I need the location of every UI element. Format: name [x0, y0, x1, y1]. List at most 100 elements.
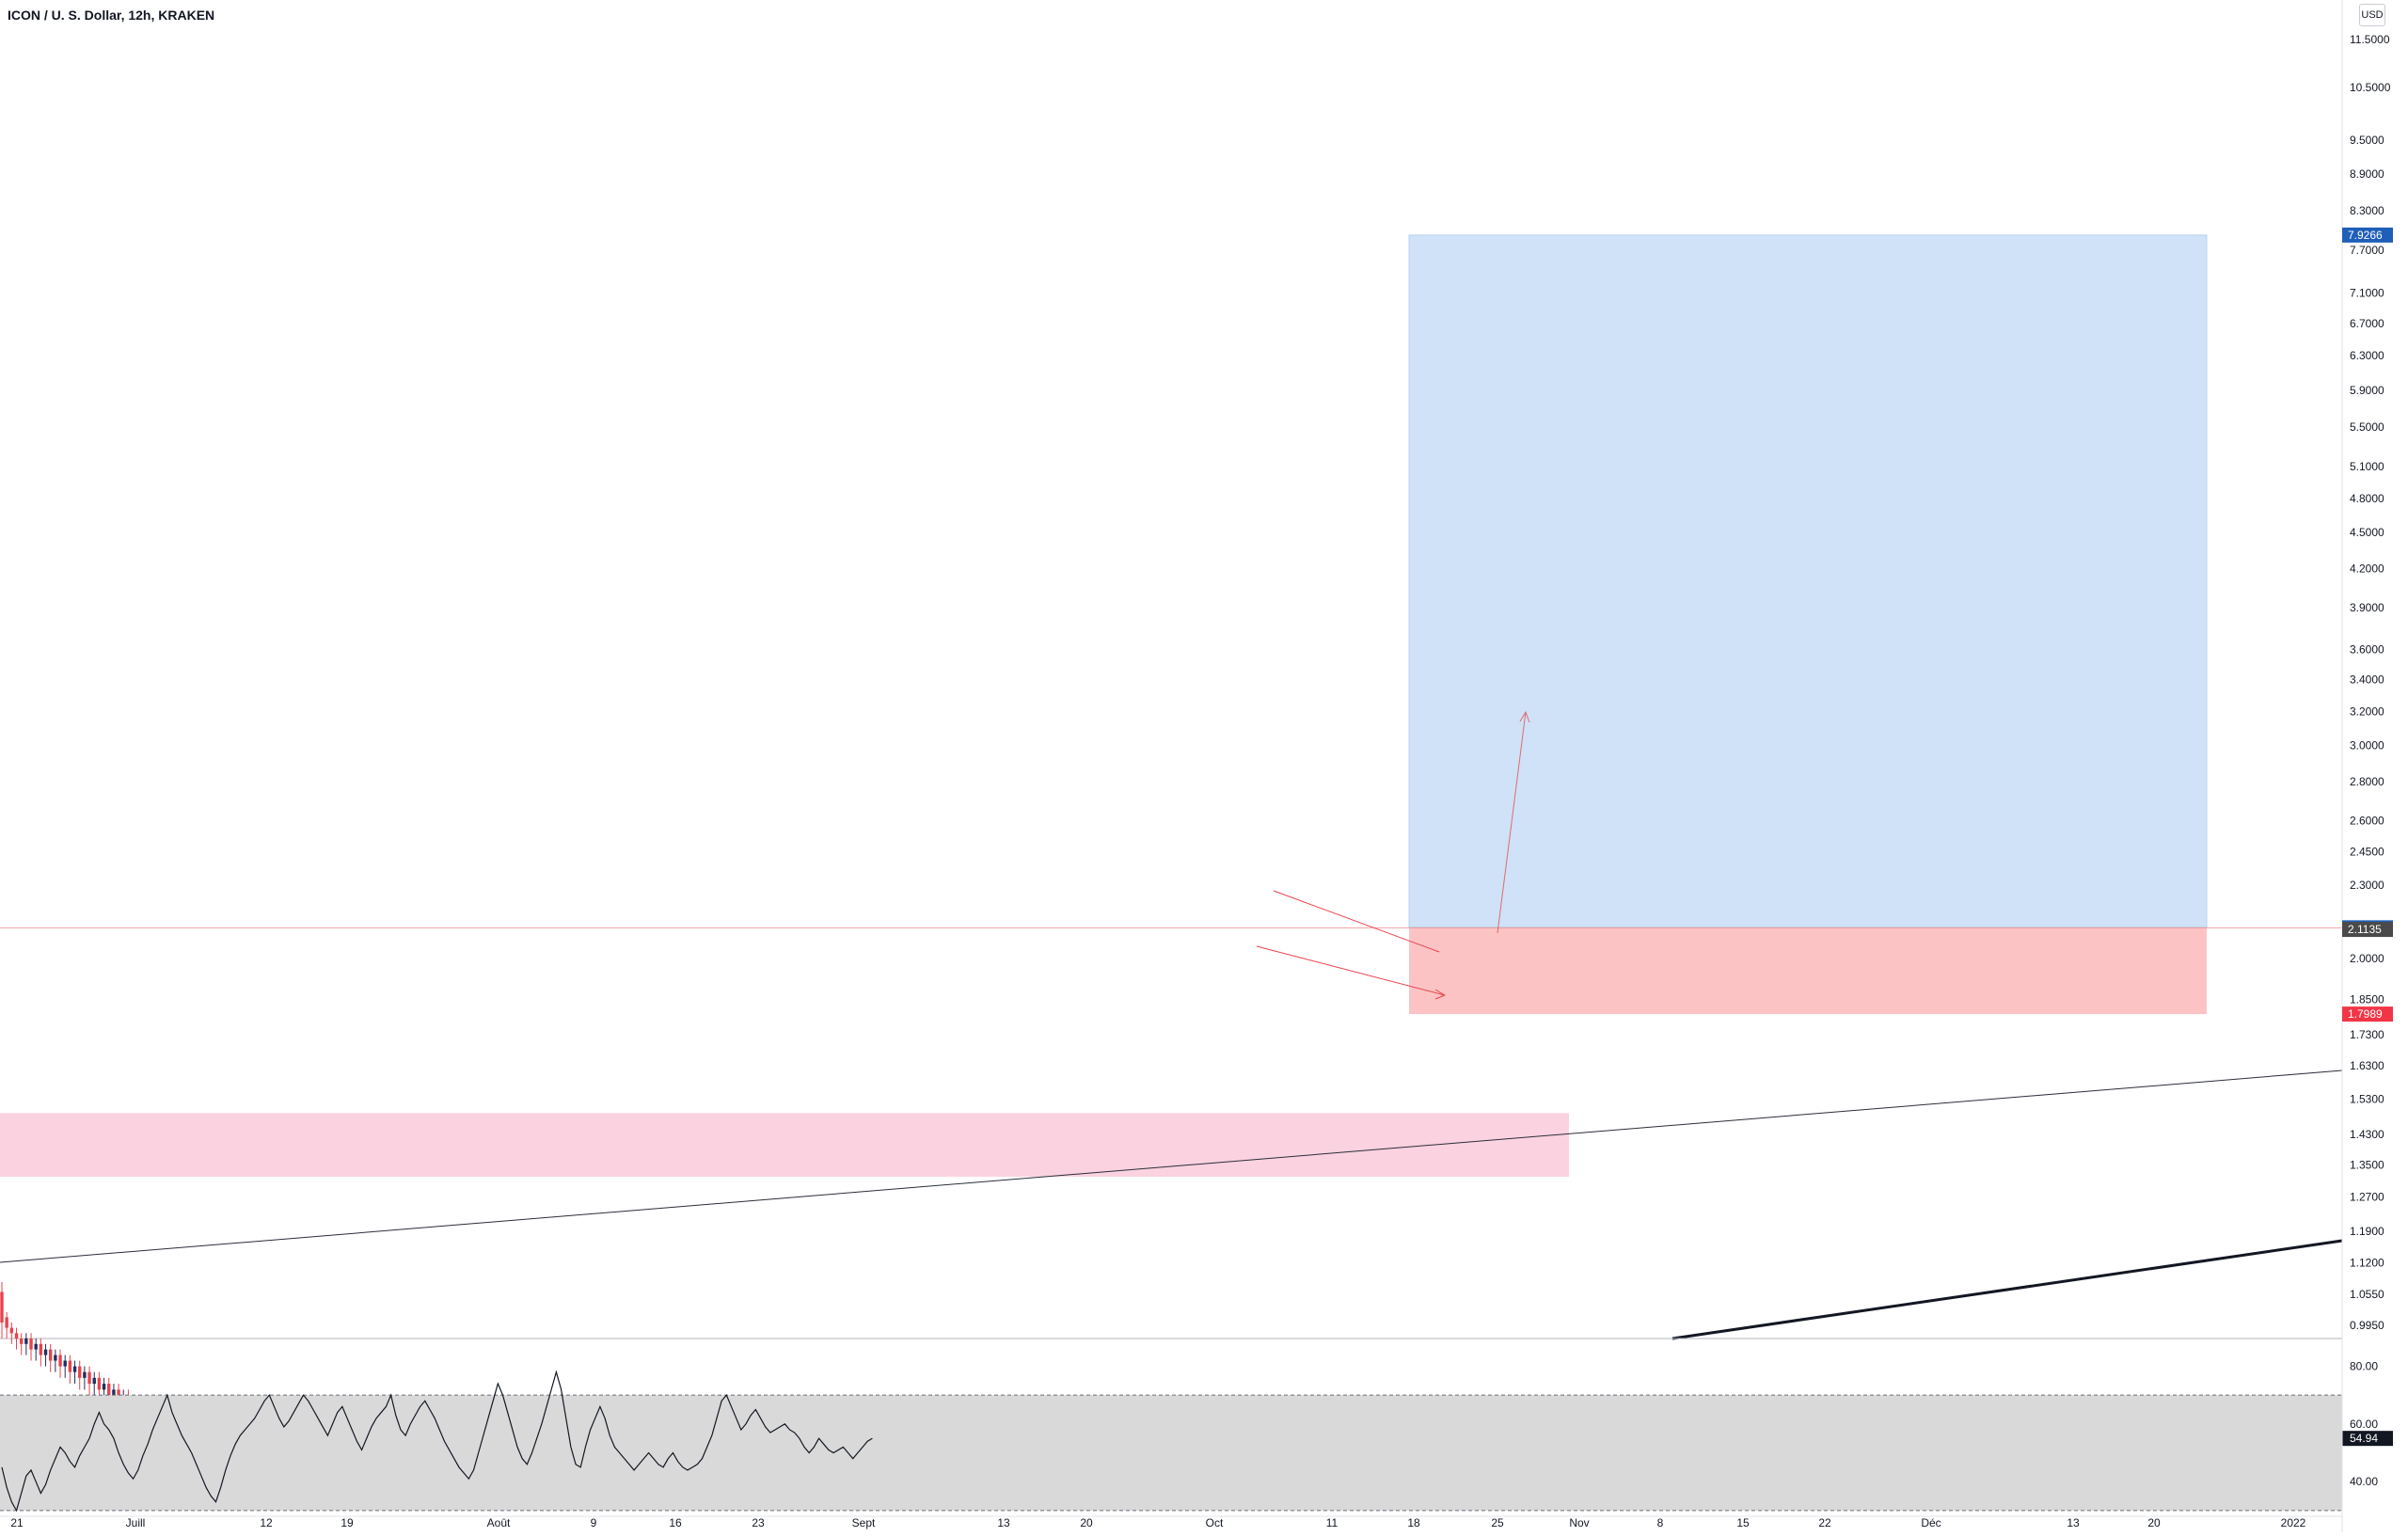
price-tick-label: 6.3000: [2350, 349, 2384, 362]
price-tick-label: 1.8500: [2350, 992, 2384, 1006]
price-tick-label: 2.8000: [2350, 775, 2384, 788]
price-tick-label: 3.0000: [2350, 738, 2384, 752]
price-tick-label: 10.5000: [2350, 81, 2391, 94]
price-tick-label: 1.7300: [2350, 1028, 2384, 1041]
candle-body: [68, 1360, 72, 1372]
price-tick-label: 5.1000: [2350, 460, 2384, 473]
rsi-line: [1, 1370, 873, 1513]
time-tick-label: 25: [1491, 1516, 1504, 1529]
time-tick-label: Juill: [126, 1516, 146, 1529]
price-tick-label: 1.4300: [2350, 1128, 2384, 1141]
price-tick-label: 1.1900: [2350, 1225, 2384, 1238]
symbol-title: ICON / U. S. Dollar, 12h, KRAKEN: [8, 8, 215, 23]
candle-body: [83, 1371, 87, 1378]
time-tick-label: 8: [1657, 1516, 1664, 1529]
price-tick-label: 2.0000: [2350, 952, 2384, 965]
target-price-tag-bg: [2342, 227, 2393, 243]
projection-arrow: [1497, 711, 1527, 934]
price-tick-label: 3.4000: [2350, 673, 2384, 687]
price-tick-label: 1.1200: [2350, 1257, 2384, 1270]
stop-zone: [1409, 927, 2207, 1015]
time-tick-label: 21: [10, 1516, 24, 1529]
time-tick-label: 13: [2067, 1516, 2080, 1529]
time-tick-label: Déc: [1921, 1516, 1941, 1529]
candle-body: [58, 1355, 62, 1367]
rsi-tick-label: 40.00: [2350, 1475, 2378, 1488]
time-tick-label: 22: [1818, 1516, 1831, 1529]
candle-body: [43, 1349, 48, 1355]
candle-body: [63, 1360, 67, 1367]
price-axis[interactable]: 11.5000 10.5000 9.5000 8.9000 8.3000 7.7000 7.…: [2341, 0, 2391, 1532]
price-tick-label: 1.2700: [2350, 1191, 2384, 1204]
time-tick-label: 18: [1407, 1516, 1420, 1529]
channel-bottom: [1256, 945, 1446, 996]
trendline-lower: [1671, 1239, 2343, 1340]
candle-body: [39, 1343, 43, 1355]
price-tick-label: 1.0550: [2350, 1288, 2384, 1301]
currency-button[interactable]: USD: [2359, 4, 2385, 26]
stop-price-tag-bg: [2342, 1006, 2393, 1022]
price-tick-label: 6.7000: [2350, 317, 2384, 330]
price-tick-label: 3.9000: [2350, 601, 2384, 614]
rsi-tick-label: 60.00: [2350, 1418, 2378, 1431]
price-tick-label: 9.5000: [2350, 134, 2384, 147]
current-price-tag-bg: [2342, 922, 2393, 938]
time-tick-label: Oct: [1206, 1516, 1224, 1529]
time-tick-label: 20: [2147, 1516, 2161, 1529]
time-tick-label: 16: [669, 1516, 682, 1529]
candle-body: [92, 1377, 96, 1385]
candle-body: [29, 1339, 33, 1350]
time-axis[interactable]: 21 Juill 12 19 Août 9 16 23 Sept 13 20 Oct 11 18 25 Nov…: [0, 1515, 2342, 1529]
candle-body: [87, 1371, 91, 1385]
time-tick-label: 23: [752, 1516, 765, 1529]
candle-body: [54, 1355, 57, 1361]
time-tick-label: Sept: [852, 1516, 876, 1529]
price-tick-label: 11.5000: [2350, 33, 2390, 46]
candle-body: [19, 1339, 24, 1344]
projection-arrow-head: [1519, 710, 1530, 723]
price-tick-label: 8.3000: [2350, 204, 2384, 217]
rsi-value-bg: [2342, 1431, 2393, 1447]
price-tick-label: 1.5300: [2350, 1093, 2384, 1106]
candle-body: [24, 1339, 28, 1344]
price-tick-label: 7.7000: [2350, 244, 2384, 257]
price-tick-label: 2.4500: [2350, 846, 2384, 859]
time-tick-label: 13: [997, 1516, 1010, 1529]
price-tick-label: 4.5000: [2350, 526, 2384, 539]
price-tick-label: 1.3500: [2350, 1158, 2384, 1171]
target-zone: [1408, 234, 2208, 928]
price-tick-label: 4.2000: [2350, 563, 2384, 576]
price-tick-label: 7.1000: [2350, 286, 2384, 299]
target-price-tag: 7.9266: [2348, 229, 2383, 242]
price-tick-label: 5.5000: [2350, 420, 2384, 434]
price-tick-label: 0.9950: [2350, 1319, 2384, 1332]
price-tick-label: 2.6000: [2350, 814, 2384, 827]
time-tick-label: 19: [341, 1516, 354, 1529]
rsi-tick-label: 80.00: [2350, 1359, 2378, 1372]
time-tick-label: 15: [1736, 1516, 1750, 1529]
channel-arrow-head: [1434, 989, 1447, 1000]
candle-body: [72, 1366, 77, 1372]
candle-body: [107, 1384, 111, 1396]
support-zone: [0, 1113, 1569, 1177]
time-tick-label: Août: [487, 1516, 511, 1529]
candle-body: [9, 1327, 14, 1334]
drawing-zones: [0, 234, 2208, 1177]
stop-price-tag: 1.7989: [2348, 1007, 2383, 1021]
candle-body: [49, 1349, 53, 1361]
candle-body: [78, 1366, 82, 1378]
price-tick-label: 8.9000: [2350, 167, 2384, 181]
time-tick-label: 9: [591, 1516, 597, 1529]
candle-body: [0, 1291, 4, 1323]
time-tick-label: 20: [1080, 1516, 1093, 1529]
price-tick-label: 1.6300: [2350, 1059, 2384, 1072]
candle-body: [97, 1377, 102, 1390]
rsi-pane: 80.00 60.00 40.00 54.94: [0, 1359, 2393, 1513]
rsi-value-tag: 54.94: [2350, 1432, 2378, 1445]
time-tick-label: 2022: [2281, 1516, 2306, 1529]
rsi-band: [0, 1395, 2342, 1511]
candle-body: [5, 1317, 8, 1328]
